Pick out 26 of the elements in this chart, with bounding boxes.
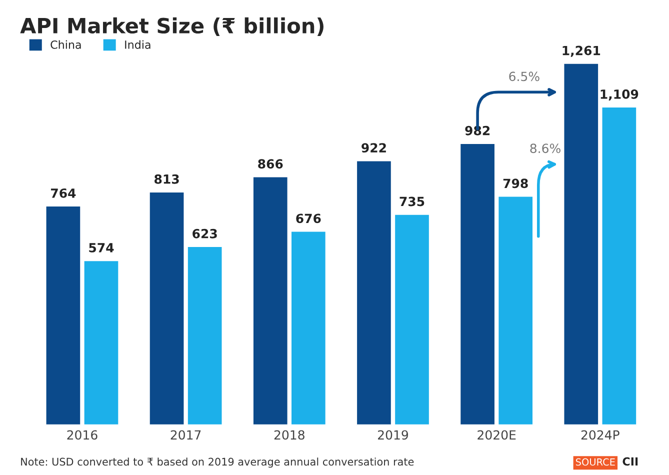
legend-label: China xyxy=(50,40,81,49)
annotation: 8.6% xyxy=(530,144,560,154)
data-label: 764 xyxy=(50,188,76,198)
data-label: 798 xyxy=(503,178,528,188)
data-label: 982 xyxy=(465,126,490,136)
text: SOURCE xyxy=(576,458,615,466)
x-tick-label: 2019 xyxy=(378,430,408,440)
x-tick-label: 2016 xyxy=(67,430,98,440)
annotation: 6.5% xyxy=(509,72,540,82)
legend-label: India xyxy=(125,40,150,49)
data-label: 922 xyxy=(362,143,386,153)
x-tick-label: 2024P xyxy=(581,430,620,440)
data-label: 813 xyxy=(154,174,179,184)
data-label: 1,261 xyxy=(562,46,600,57)
chart-title: API Market Size (₹ billion) xyxy=(20,17,324,36)
data-label: 574 xyxy=(89,243,114,252)
x-tick-label: 2020E xyxy=(478,430,516,440)
x-tick-label: 2017 xyxy=(170,430,201,440)
data-label: 1,109 xyxy=(600,89,638,100)
data-label: 866 xyxy=(258,159,283,169)
text: CII xyxy=(622,457,638,466)
data-label: 676 xyxy=(296,214,321,224)
x-tick-label: 2018 xyxy=(274,430,304,440)
text: Note: USD converted to ₹ based on 2019 average annual conversation rate xyxy=(21,458,414,468)
data-label: 623 xyxy=(192,228,217,238)
data-label: 735 xyxy=(400,196,424,206)
